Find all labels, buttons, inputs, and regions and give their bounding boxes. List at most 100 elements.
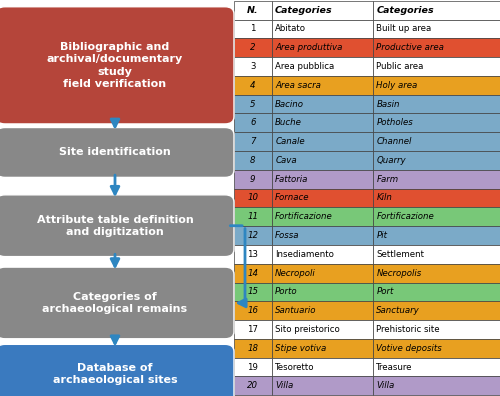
Text: 7: 7 [250,137,256,146]
Bar [272,1,374,19]
Bar [374,57,500,76]
Bar [234,170,272,188]
Text: 17: 17 [248,325,258,334]
Text: Votive deposits: Votive deposits [376,344,442,353]
Bar [272,301,374,320]
Bar [234,57,272,76]
Text: 10: 10 [248,194,258,202]
Bar [272,245,374,264]
Text: Fornace: Fornace [275,194,310,202]
Bar [272,320,374,339]
Text: 1: 1 [250,25,256,34]
Bar [272,57,374,76]
Bar [234,264,272,282]
Text: Channel: Channel [376,137,412,146]
Text: Built up area: Built up area [376,25,432,34]
Bar [374,358,500,377]
Bar [374,282,500,301]
Bar [374,76,500,95]
Text: Tesoretto: Tesoretto [275,362,314,371]
Text: Area produttiva: Area produttiva [275,43,342,52]
Text: Kiln: Kiln [376,194,392,202]
Bar [374,38,500,57]
Text: Attribute table definition
and digitization: Attribute table definition and digitizat… [36,215,194,237]
Bar [272,264,374,282]
Text: Pit: Pit [376,231,388,240]
Text: Necropoli: Necropoli [275,268,316,278]
Bar [272,170,374,188]
Bar [272,339,374,358]
Text: Fortificazione: Fortificazione [275,212,333,221]
Text: 5: 5 [250,99,256,109]
Bar [234,1,272,19]
Text: 4: 4 [250,81,256,90]
Text: Abitato: Abitato [275,25,306,34]
Text: Categories: Categories [376,6,434,15]
Bar [374,226,500,245]
Text: 12: 12 [248,231,258,240]
Text: 15: 15 [248,287,258,297]
Bar [374,170,500,188]
Bar [374,114,500,132]
Bar [272,95,374,114]
Text: Holy area: Holy area [376,81,418,90]
Text: Area pubblica: Area pubblica [275,62,334,71]
Text: Buche: Buche [275,118,302,128]
Text: 13: 13 [248,250,258,259]
Bar [272,188,374,208]
Bar [234,95,272,114]
Text: Quarry: Quarry [376,156,406,165]
Text: Public area: Public area [376,62,424,71]
Bar [272,226,374,245]
Text: 19: 19 [248,362,258,371]
Bar [234,358,272,377]
Bar [234,339,272,358]
Text: Productive area: Productive area [376,43,444,52]
Text: 16: 16 [248,306,258,315]
Bar [272,282,374,301]
FancyBboxPatch shape [0,344,234,396]
Text: Villa: Villa [376,381,394,390]
Text: Area sacra: Area sacra [275,81,321,90]
Text: Prehistoric site: Prehistoric site [376,325,440,334]
Text: Porto: Porto [275,287,298,297]
Bar [234,377,272,395]
Bar [374,264,500,282]
Text: Fortificazione: Fortificazione [376,212,434,221]
Bar [374,339,500,358]
Text: Stipe votiva: Stipe votiva [275,344,326,353]
Bar [272,358,374,377]
Bar [272,151,374,170]
Text: Categories of
archaeological remains: Categories of archaeological remains [42,292,188,314]
Bar [234,19,272,38]
Text: Sanctuary: Sanctuary [376,306,420,315]
Bar [374,245,500,264]
Text: Fossa: Fossa [275,231,299,240]
Text: Santuario: Santuario [275,306,316,315]
Bar [374,19,500,38]
Text: Database of
archaeological sites: Database of archaeological sites [52,363,178,385]
Bar [374,1,500,19]
Text: Fattoria: Fattoria [275,175,308,184]
Text: 8: 8 [250,156,256,165]
Text: Bacino: Bacino [275,99,304,109]
Text: Port: Port [376,287,394,297]
Text: 3: 3 [250,62,256,71]
Bar [234,188,272,208]
Text: 2: 2 [250,43,256,52]
Bar [374,320,500,339]
Bar [374,151,500,170]
Text: Treasure: Treasure [376,362,413,371]
Text: Settlement: Settlement [376,250,424,259]
FancyBboxPatch shape [0,195,234,257]
Bar [234,132,272,151]
Bar [234,245,272,264]
Bar [272,38,374,57]
Text: 6: 6 [250,118,256,128]
Text: N.: N. [247,6,258,15]
Text: Potholes: Potholes [376,118,413,128]
Bar [272,76,374,95]
Text: Bibliographic and
archival/documentary
study
field verification: Bibliographic and archival/documentary s… [47,42,183,89]
Bar [234,226,272,245]
Text: Site identification: Site identification [59,147,171,158]
